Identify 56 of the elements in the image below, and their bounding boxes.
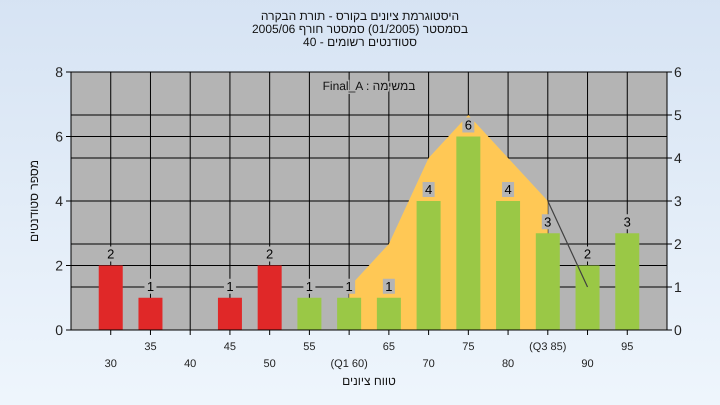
y-axis-title: מספר סטודנטים (27, 160, 41, 242)
data-label: 1 (346, 278, 353, 294)
bar (496, 201, 520, 330)
bar (576, 266, 600, 330)
y-tick-label: 6 (55, 128, 64, 144)
y2-tick-label: 6 (674, 64, 682, 80)
y2-tick-label: 5 (674, 106, 682, 123)
bar (258, 266, 282, 330)
x-tick-label: 65 (382, 341, 395, 353)
x-tick-label: 35 (144, 341, 157, 353)
data-label: 3 (624, 214, 631, 230)
data-label: 2 (584, 246, 592, 262)
y-tick-label: 8 (55, 64, 64, 80)
y-tick-label: 0 (55, 322, 64, 338)
x-tick-label: 40 (184, 358, 196, 370)
data-label: 4 (424, 182, 432, 197)
x-tick-label: 75 (462, 341, 474, 353)
y-tick-label: 4 (55, 192, 64, 209)
y2-tick-label: 0 (674, 322, 682, 338)
x-tick-label: 55 (303, 341, 316, 353)
bar (98, 266, 123, 330)
bar (456, 136, 480, 330)
x-tick-label: 45 (224, 341, 236, 353)
x-tick-label: 95 (621, 341, 634, 353)
data-label: 4 (504, 182, 512, 197)
bar (376, 298, 401, 330)
x-tick-label: (Q1 60) (330, 358, 368, 370)
y-tick-label: 2 (55, 257, 64, 274)
bar (536, 233, 560, 330)
data-label: 1 (306, 278, 314, 294)
data-label: 1 (146, 278, 154, 294)
bar (337, 298, 362, 330)
y2-tick-label: 4 (674, 150, 682, 166)
x-tick-label: 50 (264, 358, 276, 370)
bar (297, 298, 322, 330)
x-tick-label: 30 (104, 358, 117, 370)
x-tick-label: 90 (581, 358, 594, 370)
data-label: 3 (544, 214, 552, 230)
y2-tick-label: 2 (674, 236, 682, 252)
x-axis-title: טווח ציונים (342, 374, 396, 388)
bar (138, 298, 162, 330)
bar (615, 233, 640, 330)
x-tick-label: 70 (422, 358, 435, 370)
chart-title: היסטוגרמת ציונים בקורס - תורת הבקרה (260, 9, 460, 23)
bar (416, 201, 441, 330)
y2-tick-label: 3 (674, 192, 682, 209)
data-label: 1 (385, 278, 392, 294)
chart-subtitle: בסמסטר (01/2005) סמסטר חורף 2005/06 סטודנטים רשומים - 40 (252, 22, 468, 49)
x-tick-label: 80 (502, 358, 514, 370)
data-label: 1 (226, 278, 234, 294)
y2-tick-label: 1 (674, 278, 682, 295)
data-label: 2 (266, 246, 274, 262)
bar (218, 298, 242, 330)
x-tick-label: (Q3 85) (529, 341, 566, 353)
data-label: 2 (107, 246, 114, 262)
data-label: 6 (464, 118, 472, 132)
